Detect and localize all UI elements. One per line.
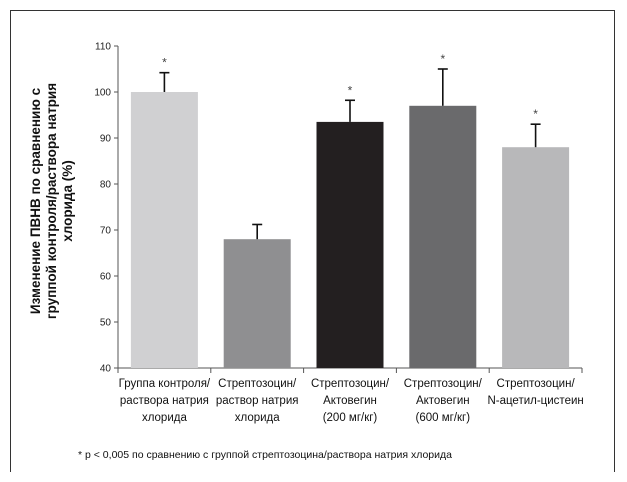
bar	[502, 147, 570, 368]
x-category-label: Стрептозоцин/N-ацетил-цистеин	[487, 378, 583, 407]
y-tick-label: 70	[100, 226, 112, 237]
y-axis-label: Изменение ПВНВ по сравнению сгруппой кон…	[28, 83, 75, 319]
y-tick-label: 50	[100, 318, 112, 329]
bar	[130, 92, 198, 368]
chart-frame	[10, 10, 615, 472]
significance-star: *	[162, 56, 167, 70]
x-category-label: Стрептозоцин/Актовегин (200 мг/кг)	[311, 378, 390, 424]
x-category-label: Группа контроля/раствора натрия хлорида	[119, 378, 211, 424]
bars	[130, 92, 570, 369]
y-axis-title: Изменение ПВНВ по сравнению сгруппой кон…	[28, 83, 75, 319]
y-tick-label: 100	[94, 88, 111, 99]
footnote: * p < 0,005 по сравнению с группой стреп…	[78, 449, 452, 461]
x-category-label: Стрептозоцин/Актовегин (600 мг/кг)	[404, 378, 483, 424]
bar	[223, 239, 291, 368]
y-tick-labels: 40 50 60 70 80 90 100 110	[94, 42, 111, 375]
x-category-labels: Группа контроля/раствора натрия хлоридаСт…	[119, 378, 584, 424]
y-tick-label: 60	[100, 272, 112, 283]
significance-markers: * * * *	[162, 52, 538, 121]
bar	[409, 105, 477, 369]
y-tick-label: 110	[95, 42, 111, 53]
y-tick-label: 80	[100, 180, 112, 191]
significance-star: *	[348, 83, 353, 97]
error-bars	[159, 68, 541, 240]
significance-star: *	[533, 107, 538, 121]
y-tick-label: 40	[100, 364, 112, 375]
bar	[316, 121, 384, 369]
significance-star: *	[440, 52, 445, 66]
y-tick-label: 90	[100, 134, 112, 145]
x-category-label: Стрептозоцин/раствор натрия хлорида	[216, 378, 299, 424]
